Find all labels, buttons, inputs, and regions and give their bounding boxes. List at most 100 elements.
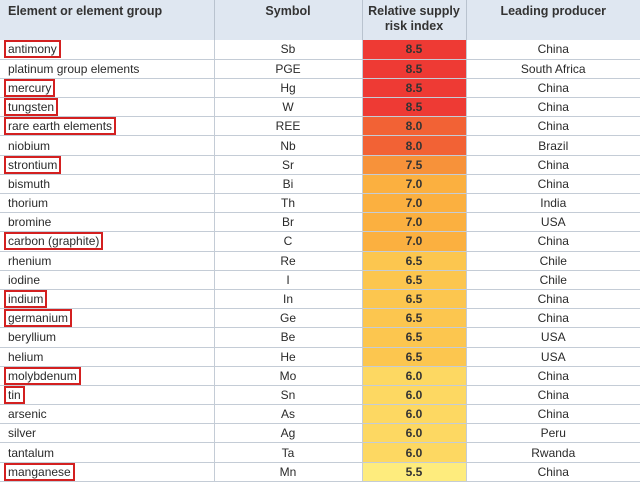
symbol-cell: Mo	[214, 366, 363, 386]
table-row: manganese Mn 5.5 China	[0, 462, 640, 482]
element-name-cell: bismuth	[0, 174, 215, 195]
highlighted-element-name: rare earth elements	[4, 117, 117, 136]
element-name-cell: bromine	[0, 212, 215, 233]
table-row: rhenium Re 6.5 Chile	[0, 251, 640, 271]
symbol-cell: Hg	[214, 78, 363, 99]
header-risk-line1: Relative supply	[368, 4, 460, 18]
symbol-cell: Sn	[214, 385, 363, 406]
risk-index-cell: 6.0	[362, 366, 467, 386]
risk-index-cell: 8.5	[362, 97, 467, 118]
table-body: antimony Sb 8.5 China platinum group element…	[0, 40, 640, 482]
highlighted-element-name: germanium	[4, 309, 73, 328]
highlighted-element-name: tin	[4, 385, 25, 404]
table-row: beryllium Be 6.5 USA	[0, 327, 640, 348]
element-name-cell: mercury	[0, 78, 215, 99]
table-row: iodine I 6.5 Chile	[0, 270, 640, 290]
symbol-cell: W	[214, 97, 363, 118]
symbol-cell: PGE	[214, 59, 363, 79]
element-name-cell: antimony	[0, 40, 215, 60]
producer-cell: Peru	[466, 423, 640, 444]
table-row: mercury Hg 8.5 China	[0, 78, 640, 99]
risk-index-cell: 8.5	[362, 40, 467, 60]
symbol-cell: Sr	[214, 155, 363, 175]
header-risk: Relative supply risk index	[362, 0, 467, 40]
symbol-cell: Be	[214, 327, 363, 348]
element-name: arsenic	[8, 407, 47, 422]
highlighted-element-name: tungsten	[4, 98, 59, 117]
highlighted-element-name: mercury	[4, 78, 56, 97]
risk-index-cell: 7.0	[362, 193, 467, 214]
element-name-cell: tin	[0, 385, 215, 406]
producer-cell: China	[466, 97, 640, 118]
table-row: indium In 6.5 China	[0, 289, 640, 310]
risk-index-cell: 6.5	[362, 289, 467, 310]
producer-cell: Brazil	[466, 135, 640, 156]
table-row: helium He 6.5 USA	[0, 347, 640, 367]
table-row: strontium Sr 7.5 China	[0, 155, 640, 175]
producer-cell: India	[466, 193, 640, 214]
table-row: arsenic As 6.0 China	[0, 404, 640, 425]
symbol-cell: REE	[214, 116, 363, 137]
symbol-cell: Ge	[214, 308, 363, 329]
symbol-cell: Sb	[214, 40, 363, 60]
symbol-cell: In	[214, 289, 363, 310]
table-row: molybdenum Mo 6.0 China	[0, 366, 640, 386]
element-name: rhenium	[8, 253, 52, 268]
risk-index-cell: 6.5	[362, 308, 467, 329]
element-name-cell: strontium	[0, 155, 215, 175]
producer-cell: China	[466, 116, 640, 137]
risk-index-cell: 5.5	[362, 462, 467, 482]
element-name-cell: beryllium	[0, 327, 215, 348]
element-name: iodine	[8, 272, 41, 287]
risk-index-cell: 7.0	[362, 231, 467, 252]
symbol-cell: Bi	[214, 174, 363, 195]
table-row: silver Ag 6.0 Peru	[0, 423, 640, 444]
table-row: tantalum Ta 6.0 Rwanda	[0, 442, 640, 463]
table-row: bromine Br 7.0 USA	[0, 212, 640, 233]
risk-index-cell: 8.5	[362, 59, 467, 79]
header-element: Element or element group	[0, 0, 215, 40]
table-row: tin Sn 6.0 China	[0, 385, 640, 406]
element-name: niobium	[8, 138, 51, 153]
table-row: platinum group elements PGE 8.5 South Afric…	[0, 59, 640, 79]
symbol-cell: C	[214, 231, 363, 252]
symbol-cell: Br	[214, 212, 363, 233]
element-name: helium	[8, 349, 44, 364]
element-name-cell: carbon (graphite)	[0, 231, 215, 252]
element-name-cell: rare earth elements	[0, 116, 215, 137]
symbol-cell: Mn	[214, 462, 363, 482]
producer-cell: China	[466, 308, 640, 329]
symbol-cell: Nb	[214, 135, 363, 156]
producer-cell: China	[466, 366, 640, 386]
producer-cell: China	[466, 231, 640, 252]
header-risk-line2: risk index	[384, 19, 444, 33]
element-name-cell: iodine	[0, 270, 215, 290]
producer-cell: China	[466, 289, 640, 310]
producer-cell: China	[466, 155, 640, 175]
risk-index-cell: 6.0	[362, 423, 467, 444]
element-name-cell: tantalum	[0, 442, 215, 463]
risk-index-cell: 6.0	[362, 404, 467, 425]
element-name-cell: tungsten	[0, 97, 215, 118]
symbol-cell: Th	[214, 193, 363, 214]
risk-index-cell: 8.0	[362, 116, 467, 137]
risk-index-cell: 6.5	[362, 347, 467, 367]
element-name-cell: arsenic	[0, 404, 215, 425]
element-name-cell: helium	[0, 347, 215, 367]
table-row: thorium Th 7.0 India	[0, 193, 640, 214]
element-name-cell: silver	[0, 423, 215, 444]
element-name-cell: indium	[0, 289, 215, 310]
producer-cell: Chile	[466, 270, 640, 290]
element-name: bromine	[8, 215, 52, 230]
producer-cell: USA	[466, 327, 640, 348]
producer-cell: China	[466, 404, 640, 425]
producer-cell: China	[466, 40, 640, 60]
risk-index-cell: 6.0	[362, 442, 467, 463]
producer-cell: China	[466, 462, 640, 482]
highlighted-element-name: manganese	[4, 462, 75, 481]
risk-index-cell: 6.5	[362, 270, 467, 290]
producer-cell: China	[466, 385, 640, 406]
risk-index-cell: 6.0	[362, 385, 467, 406]
symbol-cell: I	[214, 270, 363, 290]
